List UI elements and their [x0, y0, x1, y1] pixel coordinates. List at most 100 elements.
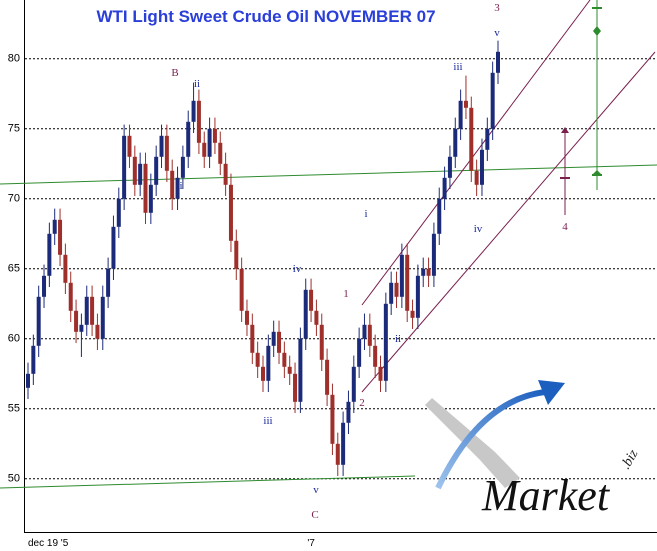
candle-body [127, 135, 132, 157]
wave-label: C [311, 509, 318, 521]
candle [469, 96, 474, 182]
candle [164, 124, 169, 182]
wave-label: iv [293, 263, 302, 275]
candle-body [362, 324, 367, 339]
candle [319, 313, 324, 371]
y-tick-label: 80 [8, 53, 20, 65]
candle [282, 341, 287, 378]
x-axis-strip [0, 532, 657, 551]
wave-label: iii [263, 415, 272, 427]
wave-label: iii [453, 61, 462, 73]
candle-body [228, 184, 233, 241]
candle-body [42, 275, 47, 297]
logo-text: Market [481, 471, 611, 520]
candle [442, 166, 447, 210]
candle-body [175, 177, 180, 199]
candle-body [325, 359, 330, 395]
candle-body [479, 149, 484, 185]
candle-body [52, 219, 57, 234]
candle-body [357, 338, 362, 367]
candle-body [100, 296, 105, 339]
candle [399, 243, 404, 308]
candle-body [490, 72, 495, 129]
candle-body [261, 366, 265, 381]
candle-body [271, 331, 276, 346]
candle [266, 334, 271, 392]
candle-body [36, 296, 41, 346]
candle-body [239, 268, 244, 311]
grid: 50 55 60 65 70 75 80 [8, 53, 657, 485]
candle-body [421, 268, 426, 276]
candle-body [373, 345, 378, 367]
candle-body [335, 443, 340, 465]
candle [63, 243, 68, 294]
candle [180, 145, 185, 189]
wave-label: iv [474, 223, 483, 235]
candle [132, 145, 137, 196]
candle [458, 89, 463, 140]
candle [426, 257, 431, 287]
candle-body [90, 296, 95, 325]
wave-label: v [494, 27, 500, 39]
candle [143, 152, 148, 224]
candle [74, 299, 79, 343]
candle-body [330, 394, 335, 444]
candle [346, 390, 351, 434]
candle-body [159, 135, 164, 157]
candle-body [223, 163, 228, 185]
candle-body [410, 310, 415, 318]
candle-body [474, 170, 479, 185]
candle [335, 432, 340, 476]
candle [79, 313, 84, 357]
candle [90, 285, 95, 336]
candle [170, 159, 175, 210]
candle [394, 271, 399, 308]
candle-body [106, 268, 111, 297]
candle [47, 222, 52, 287]
candle-body [63, 254, 68, 283]
trend-line [0, 475, 416, 489]
candle [26, 362, 30, 399]
candle [479, 138, 484, 196]
candle-body [26, 373, 30, 388]
candle [383, 292, 388, 392]
candle-body [383, 303, 388, 381]
candle-body [74, 310, 79, 332]
candle [127, 124, 132, 168]
chart-title: WTI Light Sweet Crude Oil NOVEMBER 07 [96, 7, 435, 26]
candle [212, 117, 217, 154]
candle-body [442, 177, 447, 199]
wave-label: i [179, 180, 182, 192]
candle [154, 145, 159, 196]
candle-body [143, 163, 148, 213]
candle [330, 383, 335, 455]
candle [36, 285, 41, 357]
target-marker [592, 0, 602, 190]
candle-body [207, 128, 212, 157]
candle-body [298, 338, 303, 402]
candle [325, 348, 330, 406]
trend-line [0, 164, 657, 185]
candle [437, 187, 442, 245]
candle-body [453, 128, 458, 157]
wave-label: 4 [562, 221, 568, 233]
candle-body [314, 310, 319, 325]
candle [68, 271, 73, 322]
candle [234, 229, 239, 280]
candle [415, 264, 420, 329]
candle-body [250, 324, 255, 353]
candle [357, 327, 362, 378]
candle-body [196, 100, 201, 143]
candle [116, 187, 121, 238]
candle [341, 411, 346, 476]
candle [474, 159, 479, 196]
candle-body [405, 254, 410, 311]
candle [138, 152, 143, 196]
candle-body [463, 100, 468, 108]
candle [84, 285, 89, 336]
candle [42, 264, 47, 308]
channel-line [361, 51, 656, 393]
candle [309, 278, 314, 322]
candle-body [31, 345, 36, 374]
y-tick-label: 70 [8, 193, 20, 205]
